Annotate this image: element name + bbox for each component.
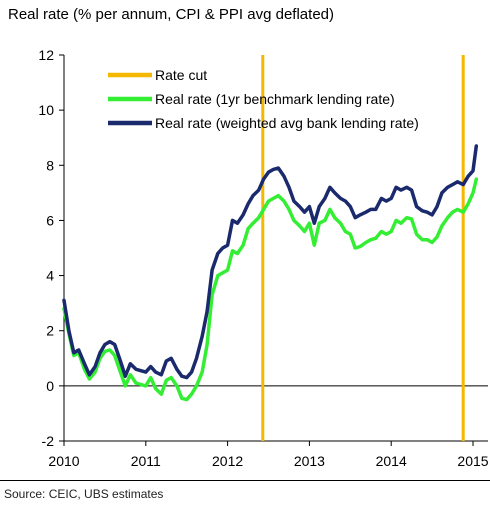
x-axis: 2010 2011 2012 2013 2014 2015 bbox=[48, 441, 489, 469]
series-line-1 bbox=[62, 144, 479, 380]
plot-frame bbox=[63, 55, 488, 442]
x-tick-label: 2012 bbox=[212, 453, 243, 469]
series-lines bbox=[62, 144, 479, 402]
y-axis: 12 10 8 6 4 2 0 -2 bbox=[38, 47, 64, 449]
chart-title: Real rate (% per annum, CPI & PPI avg de… bbox=[8, 6, 334, 23]
y-tick-label: 2 bbox=[46, 323, 54, 339]
x-tick-label: 2013 bbox=[294, 453, 325, 469]
y-tick-label: 10 bbox=[38, 102, 54, 118]
x-tick-label: 2010 bbox=[48, 453, 79, 469]
x-tick-label: 2014 bbox=[376, 453, 407, 469]
chart-svg: 12 10 8 6 4 2 0 -2 2010 2011 2012 2013 2014 2015 Rat… bbox=[38, 47, 489, 469]
series-line-0 bbox=[62, 177, 479, 402]
source-divider bbox=[0, 480, 490, 481]
y-tick-label: 6 bbox=[46, 212, 54, 228]
y-tick-label: 4 bbox=[46, 268, 54, 284]
x-tick-label: 2015 bbox=[457, 453, 488, 469]
source-note: Source: CEIC, UBS estimates bbox=[4, 487, 164, 501]
y-tick-label: 0 bbox=[46, 378, 54, 394]
legend: Rate cut Real rate (1yr benchmark lending… bbox=[108, 67, 419, 131]
y-tick-label: -2 bbox=[42, 433, 55, 449]
legend-label-1: Real rate (1yr benchmark lending rate) bbox=[155, 91, 395, 107]
y-tick-label: 12 bbox=[38, 47, 54, 63]
legend-label-2: Real rate (weighted avg bank lending rat… bbox=[155, 115, 419, 131]
x-tick-label: 2011 bbox=[131, 453, 161, 469]
rate-cut-lines bbox=[261, 55, 465, 441]
y-tick-label: 8 bbox=[46, 157, 54, 173]
legend-label-0: Rate cut bbox=[155, 67, 207, 83]
